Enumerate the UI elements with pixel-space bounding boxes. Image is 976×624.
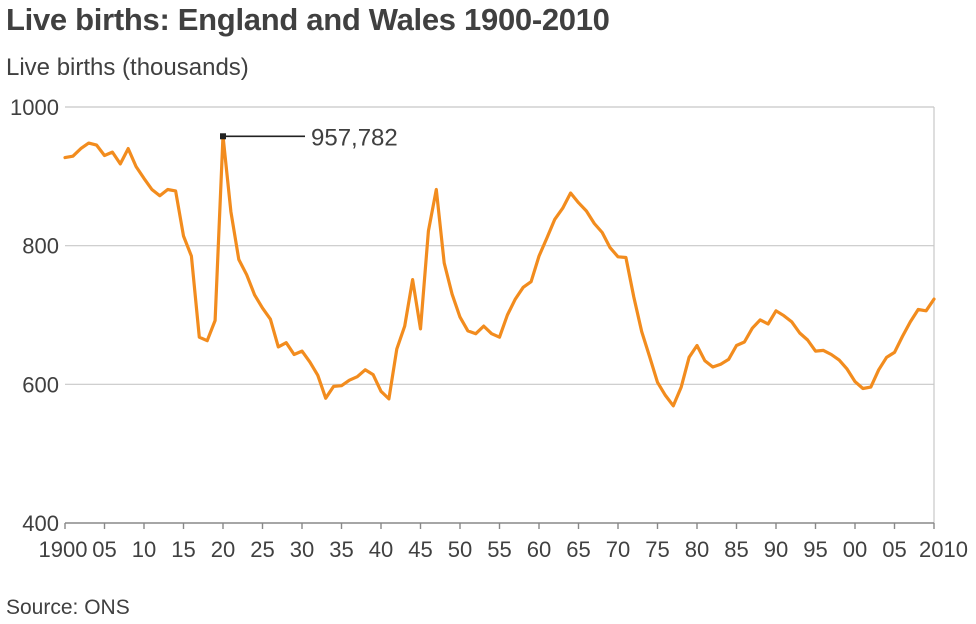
x-tick-label: 05 (92, 537, 116, 562)
x-tick-label: 80 (685, 537, 709, 562)
x-tick-label: 45 (408, 537, 432, 562)
y-axis-label: Live births (thousands) (6, 54, 249, 81)
x-tick-label: 35 (329, 537, 353, 562)
x-tick-label: 50 (448, 537, 472, 562)
x-tick-label: 40 (369, 537, 393, 562)
y-tick-label: 1000 (10, 95, 59, 120)
series-layer (63, 134, 936, 408)
x-tick-label: 10 (132, 537, 156, 562)
x-tick-label: 95 (803, 537, 827, 562)
births-series-line (63, 134, 936, 408)
x-tick-label: 55 (487, 537, 511, 562)
y-tick-label: 400 (22, 511, 59, 536)
y-tick-label: 600 (22, 372, 59, 397)
annotation-label: 957,782 (311, 124, 398, 151)
gridlines (65, 106, 934, 385)
x-tick-label: 90 (764, 537, 788, 562)
x-tick-label: 65 (566, 537, 590, 562)
x-tick-label: 25 (250, 537, 274, 562)
x-tick-label: 00 (843, 537, 867, 562)
x-tick-label: 30 (290, 537, 314, 562)
axes (64, 107, 935, 529)
x-tick-label: 85 (724, 537, 748, 562)
chart-title: Live births: England and Wales 1900-2010 (6, 2, 610, 37)
x-tick-label: 05 (882, 537, 906, 562)
x-tick-label: 2010 (919, 537, 968, 562)
annotation: 957,782 (220, 124, 398, 151)
y-tick-label: 800 (22, 234, 59, 259)
x-tick-label: 70 (606, 537, 630, 562)
x-tick-label: 20 (211, 537, 235, 562)
x-tick-label: 75 (645, 537, 669, 562)
x-tick-label: 60 (527, 537, 551, 562)
source-note: Source: ONS (6, 596, 130, 619)
x-tick-label: 15 (171, 537, 195, 562)
x-tick-label: 1900 (39, 537, 88, 562)
